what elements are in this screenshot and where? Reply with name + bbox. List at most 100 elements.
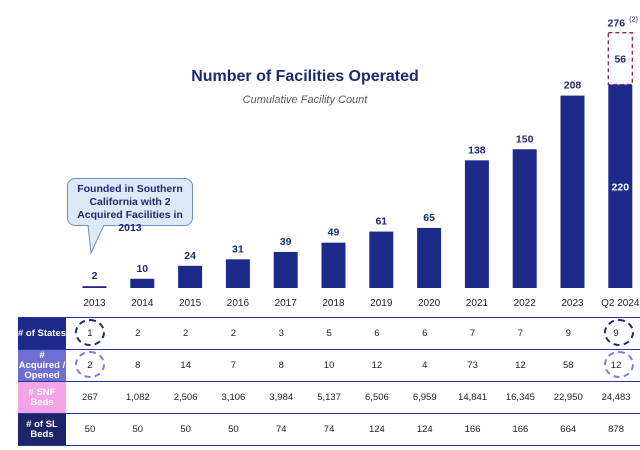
chart-title: Number of Facilities Operated: [191, 68, 419, 85]
table-cell: 50: [161, 413, 210, 446]
bar: [608, 84, 633, 288]
table-cell: 3: [257, 317, 306, 350]
data-label: 49: [328, 227, 340, 239]
table-cell: 8: [257, 349, 306, 382]
x-tick-label: 2017: [275, 298, 298, 309]
table-cell: 16,345: [496, 381, 545, 414]
data-label: 150: [516, 133, 534, 145]
total-footnote: (2): [629, 17, 638, 24]
bar: [560, 95, 585, 288]
bar: [130, 278, 155, 288]
table-cell: 664: [544, 413, 593, 446]
stats-table: # of States 1 2 2 2 3 5 6 6 7 7 9 9 # Ac…: [18, 317, 640, 446]
table-cell: 58: [544, 349, 593, 382]
chart-subtitle: Cumulative Facility Count: [242, 94, 368, 106]
x-tick-label: 2016: [227, 298, 250, 309]
table-cell: 24,483: [592, 381, 640, 414]
table-cell: 74: [305, 413, 353, 446]
table-cell: 12: [496, 349, 545, 382]
segment-data-label: 56: [614, 54, 626, 66]
x-tick-label: 2022: [514, 298, 537, 309]
bar: [321, 242, 346, 288]
table-cell: 124: [400, 413, 449, 446]
bar: [178, 265, 203, 288]
bar: [464, 160, 489, 288]
table-cell: 22,950: [544, 381, 593, 414]
x-tick-label: 2020: [418, 298, 441, 309]
bar: [273, 251, 298, 288]
data-label: 10: [136, 263, 148, 275]
bar: [512, 149, 537, 288]
table-cell: 6: [400, 317, 449, 350]
table-cell: 6: [353, 317, 401, 350]
x-tick-label: 2019: [370, 298, 393, 309]
table-cell: 166: [448, 413, 497, 446]
table-cell: 6,506: [353, 381, 401, 414]
founding-callout: Founded in Southern California with 2 Ac…: [67, 178, 193, 234]
data-label: 31: [232, 243, 244, 255]
table-row: # of States 1 2 2 2 3 5 6 6 7 7 9 9: [18, 317, 640, 350]
table-cell: 124: [353, 413, 401, 446]
bar-segment: [607, 32, 633, 86]
table-cell: 9: [544, 317, 593, 350]
table-cell: 166: [496, 413, 545, 446]
table-cell: 6,959: [400, 381, 449, 414]
data-label: 138: [468, 144, 486, 156]
table-cell: 7: [496, 317, 545, 350]
highlight-circle-acquired-q2-2024: [604, 351, 634, 378]
data-label: 24: [184, 250, 196, 262]
table-cell: 14: [161, 349, 210, 382]
table-cell: 5,137: [305, 381, 353, 414]
table-row: # of SL Beds 50 50 50 50 74 74 124 124 1…: [18, 413, 640, 446]
table-cell: 7: [209, 349, 258, 382]
bar: [225, 259, 250, 288]
highlight-circle-acquired-2013: [75, 351, 105, 378]
data-label: 61: [375, 216, 387, 228]
table-cell: 5: [305, 317, 353, 350]
x-tick-label: 2014: [131, 298, 154, 309]
data-label: 65: [423, 212, 435, 224]
table-cell: 14,841: [448, 381, 497, 414]
table-cell: 50: [113, 413, 162, 446]
row-header-snf-beds: # SNF Beds: [18, 381, 67, 414]
data-label: 39: [280, 236, 292, 248]
x-tick-label: 2023: [561, 298, 584, 309]
table-cell: 73: [448, 349, 497, 382]
data-label: 220: [612, 181, 630, 193]
table-cell: 2: [113, 317, 162, 350]
table-cell: 2,506: [161, 381, 210, 414]
table-cell: 2: [209, 317, 258, 350]
bar-chart: 2013 2 2014 10 2015 24 2016 31 2017 39 2018 49 2019 6…: [82, 17, 640, 309]
table-cell: 1,082: [113, 381, 162, 414]
row-header-states: # of States: [18, 317, 66, 350]
data-label: 208: [564, 80, 582, 92]
x-tick-label: 2013: [83, 298, 106, 309]
table-row: # Acquired / Opened 2 8 14 7 8 10 12 4 7…: [18, 349, 640, 382]
highlight-circle-states-q2-2024: [604, 319, 634, 346]
x-tick-label: 2015: [179, 298, 202, 309]
table-cell: 50: [66, 413, 114, 446]
bar: [369, 231, 394, 288]
table-cell: 12: [353, 349, 401, 382]
row-header-acquired: # Acquired / Opened: [18, 349, 67, 382]
table-cell: 50: [209, 413, 258, 446]
table-cell: 3,984: [257, 381, 306, 414]
table-cell: 267: [66, 381, 114, 414]
x-tick-label: Q2 2024: [601, 298, 640, 309]
x-tick-label: 2021: [466, 298, 489, 309]
callout-pointer: [87, 225, 105, 255]
table-cell: 10: [305, 349, 353, 382]
row-header-sl-beds: # of SL Beds: [18, 413, 67, 446]
x-tick-label: 2018: [322, 298, 345, 309]
table-cell: 74: [257, 413, 306, 446]
table-cell: 2: [161, 317, 210, 350]
data-label: 2: [92, 270, 98, 282]
table-cell: 8: [113, 349, 162, 382]
table-cell: 7: [448, 317, 497, 350]
total-label: 276: [608, 18, 626, 30]
highlight-circle-states-2013: [75, 319, 105, 346]
bar: [417, 227, 442, 288]
table-cell: 3,106: [209, 381, 258, 414]
table-row: # SNF Beds 267 1,082 2,506 3,106 3,984 5…: [18, 381, 640, 414]
table-cell: 4: [400, 349, 449, 382]
